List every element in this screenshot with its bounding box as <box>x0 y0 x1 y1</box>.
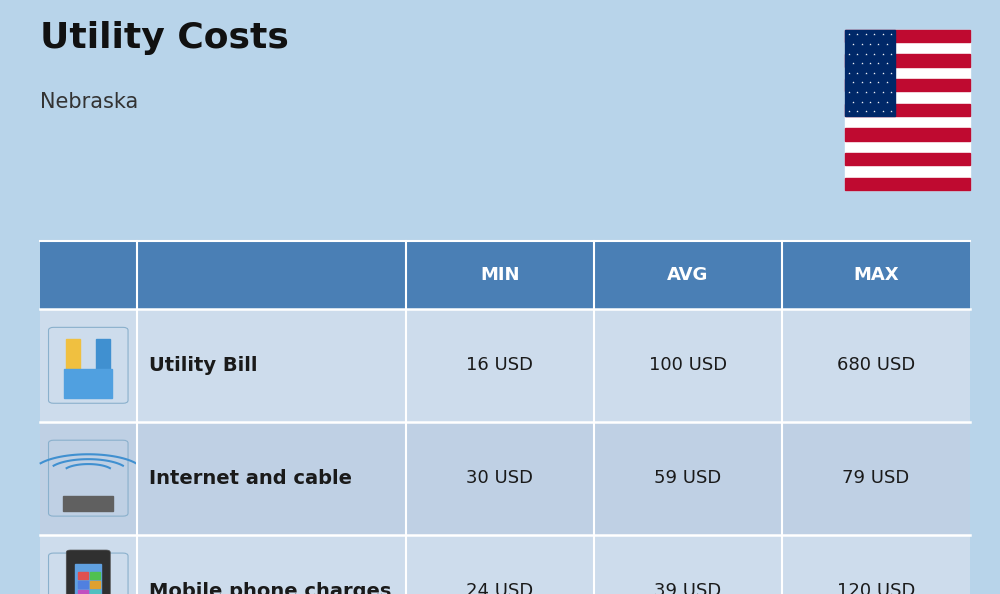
Bar <box>78 590 88 594</box>
Bar <box>782 241 970 309</box>
Bar <box>845 153 970 165</box>
Bar <box>90 581 100 588</box>
Text: 39 USD: 39 USD <box>654 582 722 594</box>
Bar <box>96 339 110 371</box>
Bar <box>63 496 113 511</box>
Bar <box>845 30 970 42</box>
Bar <box>594 422 782 535</box>
Bar <box>845 128 970 141</box>
Bar <box>594 241 782 309</box>
Bar <box>64 369 112 398</box>
Bar <box>782 309 970 422</box>
Bar <box>75 564 101 594</box>
Text: 16 USD: 16 USD <box>466 356 533 374</box>
Bar <box>66 339 80 371</box>
Bar <box>40 309 137 422</box>
Text: MIN: MIN <box>480 266 520 284</box>
Text: 680 USD: 680 USD <box>837 356 915 374</box>
Bar <box>90 590 100 594</box>
Bar <box>406 309 594 422</box>
Text: MAX: MAX <box>853 266 899 284</box>
FancyBboxPatch shape <box>49 440 128 516</box>
Text: 120 USD: 120 USD <box>837 582 915 594</box>
Bar <box>40 535 137 594</box>
Text: 30 USD: 30 USD <box>466 469 533 487</box>
Text: Utility Bill: Utility Bill <box>149 356 257 375</box>
Bar <box>406 422 594 535</box>
Text: Utility Costs: Utility Costs <box>40 21 289 55</box>
Bar <box>594 309 782 422</box>
Bar <box>137 309 406 422</box>
FancyBboxPatch shape <box>49 553 128 594</box>
Text: Internet and cable: Internet and cable <box>149 469 352 488</box>
Bar <box>845 178 970 190</box>
Text: Nebraska: Nebraska <box>40 92 138 112</box>
Bar <box>406 241 594 309</box>
Bar <box>845 104 970 116</box>
FancyBboxPatch shape <box>49 327 128 403</box>
Bar <box>40 422 137 535</box>
Bar <box>782 535 970 594</box>
Text: 24 USD: 24 USD <box>466 582 534 594</box>
Bar <box>78 581 88 588</box>
Text: 59 USD: 59 USD <box>654 469 722 487</box>
FancyBboxPatch shape <box>66 550 110 594</box>
Text: Mobile phone charges: Mobile phone charges <box>149 582 391 594</box>
Bar <box>406 535 594 594</box>
Text: 79 USD: 79 USD <box>842 469 910 487</box>
Bar <box>845 30 895 116</box>
Bar <box>78 572 88 579</box>
Bar <box>90 572 100 579</box>
Bar <box>845 30 970 190</box>
Bar <box>40 241 137 309</box>
Bar <box>845 79 970 91</box>
Bar <box>594 535 782 594</box>
Bar <box>845 55 970 67</box>
Bar <box>137 535 406 594</box>
Bar <box>782 422 970 535</box>
Text: 100 USD: 100 USD <box>649 356 727 374</box>
Bar <box>137 241 406 309</box>
Text: AVG: AVG <box>667 266 709 284</box>
Bar <box>137 422 406 535</box>
